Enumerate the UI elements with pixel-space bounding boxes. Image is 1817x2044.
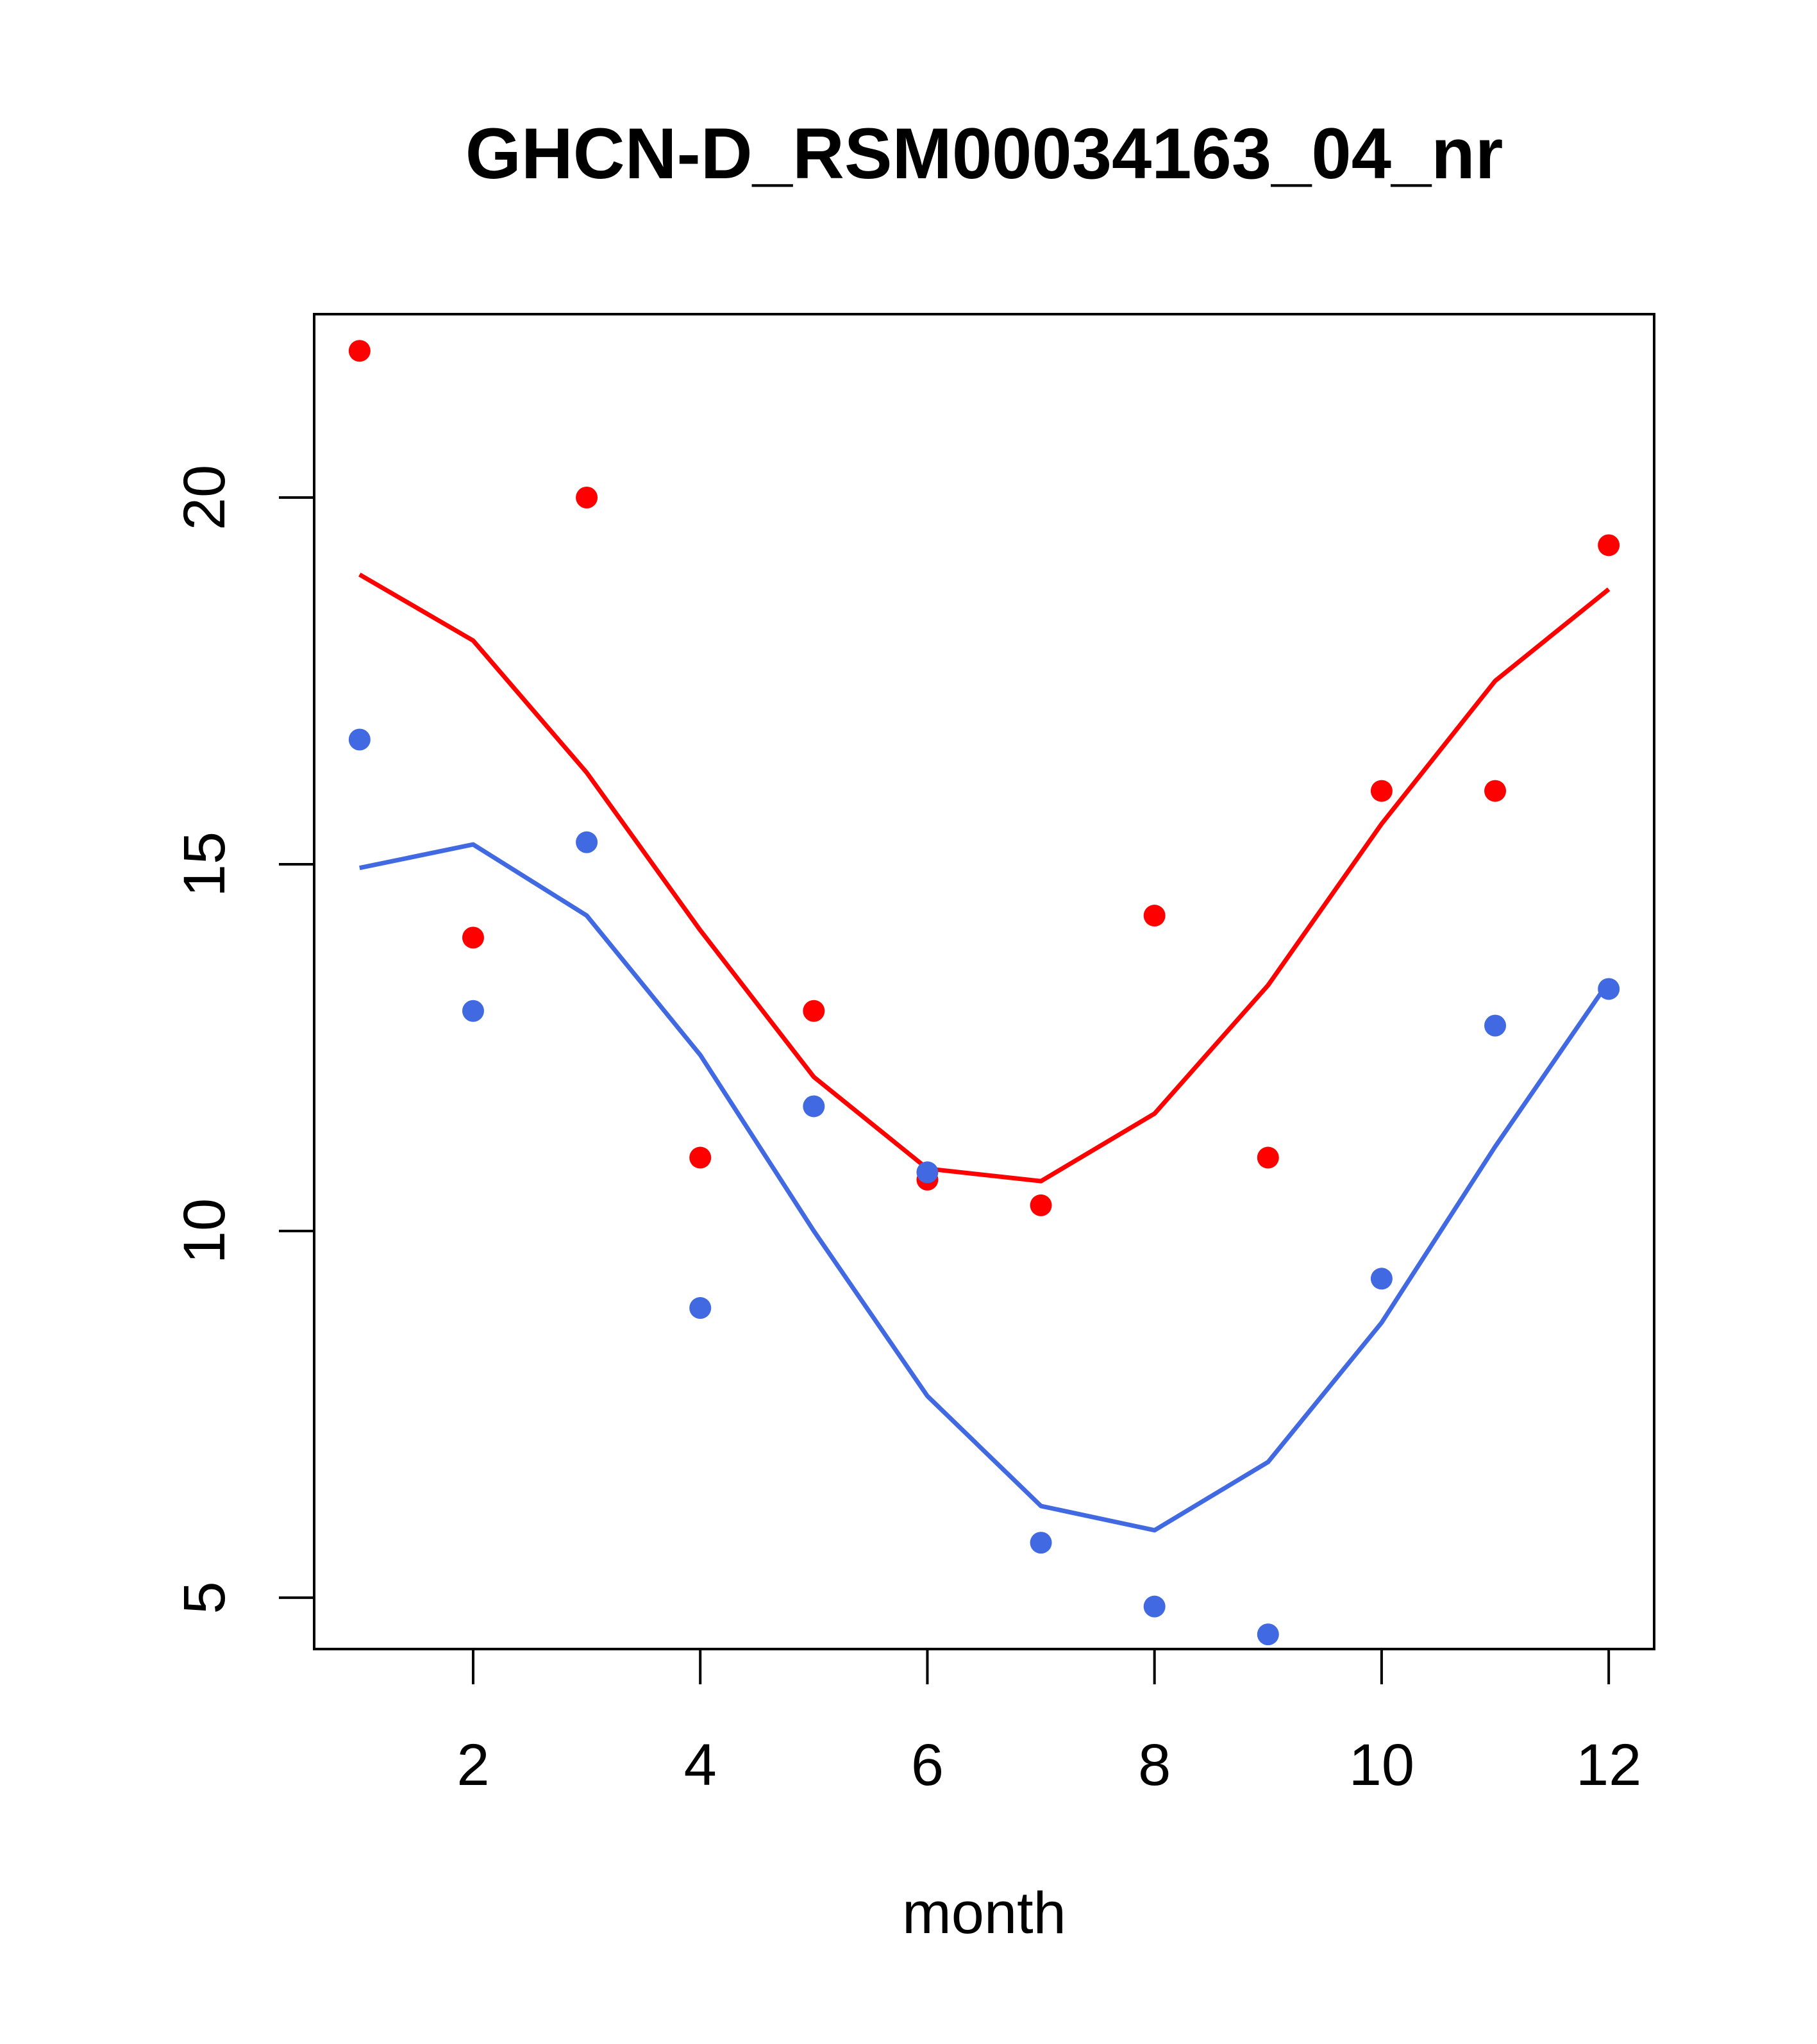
data-point-series-2-month-8 [1143,1595,1166,1618]
data-point-series-2-month-1 [348,728,371,751]
data-point-series-2-month-9 [1257,1623,1279,1646]
y-tick-label-10: 10 [172,1198,237,1264]
x-tick-label-8: 8 [1138,1732,1171,1798]
y-tick-label-5: 5 [172,1581,237,1614]
data-point-series-2-month-3 [576,831,598,853]
data-point-series-0-month-11 [1484,780,1507,802]
data-point-series-0-month-7 [1030,1194,1052,1216]
data-point-series-0-month-8 [1143,905,1166,927]
y-tick-label-15: 15 [172,832,237,897]
x-tick-label-2: 2 [456,1732,489,1798]
data-point-series-0-month-10 [1370,780,1393,802]
data-point-series-2-month-11 [1484,1014,1507,1037]
plot-area [348,340,1620,1646]
data-point-series-0-month-1 [348,340,371,362]
data-point-series-0-month-12 [1598,534,1620,557]
series-3-line [359,842,1611,1533]
data-point-series-0-month-4 [689,1146,712,1169]
data-point-series-0-month-5 [803,1000,825,1022]
data-point-series-2-month-7 [1030,1532,1052,1554]
plot-frame [313,313,1655,1650]
axes: 2 4 6 8 10 12 5 10 15 20 [172,313,1655,1798]
x-axis-label: month [902,1881,1066,1946]
y-tick-label-20: 20 [172,465,237,530]
data-point-series-0-month-2 [462,926,484,949]
x-tick-label-4: 4 [684,1732,717,1798]
data-point-series-0-month-9 [1257,1146,1279,1169]
series-1-line [358,573,1611,1184]
data-point-series-2-month-2 [462,1000,484,1022]
data-point-series-2-month-6 [916,1161,939,1184]
x-tick-label-10: 10 [1349,1732,1414,1798]
data-point-series-2-month-10 [1370,1268,1393,1290]
data-point-series-0-month-3 [576,486,598,508]
series-2-points [348,728,1620,1646]
data-point-series-2-month-12 [1598,978,1620,1000]
data-point-series-2-month-5 [803,1095,825,1118]
data-point-series-2-month-4 [689,1297,712,1319]
x-tick-label-12: 12 [1576,1732,1641,1798]
chart-title: GHCN-D_RSM00034163_04_nr [465,113,1503,194]
x-tick-label-6: 6 [911,1732,944,1798]
